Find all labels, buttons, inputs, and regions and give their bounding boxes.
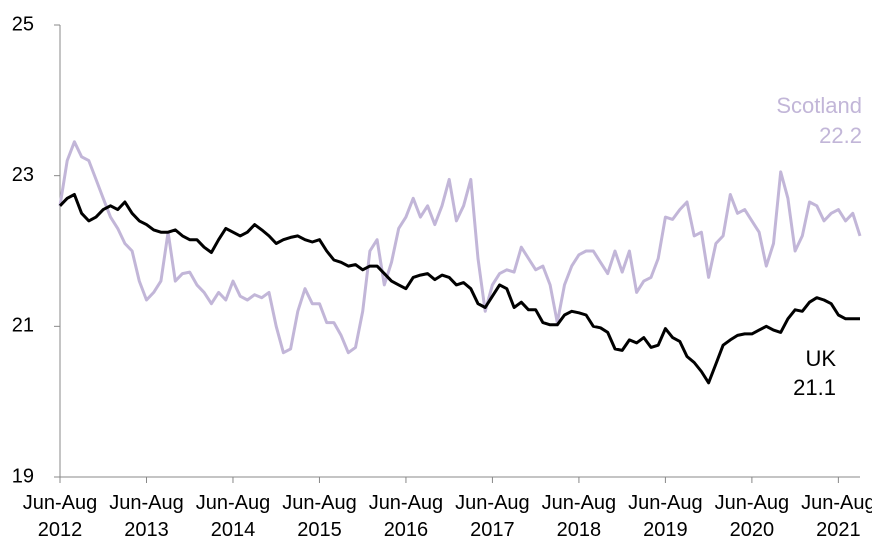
series-line — [58, 140, 862, 355]
x-tick-label: Jun-Aug 2020 — [714, 492, 790, 541]
x-tick-label: Jun-Aug 2012 — [22, 492, 98, 541]
y-tick-label: 19 — [12, 465, 34, 487]
x-tick-label: Jun-Aug 2017 — [455, 492, 530, 541]
y-tick-label: 23 — [12, 164, 34, 186]
series-end-value: 21.1 — [793, 375, 836, 400]
x-tick-label: Jun-Aug 2016 — [368, 492, 444, 541]
x-tick-label: Jun-Aug 2021 — [801, 492, 872, 541]
y-tick-label: 21 — [12, 315, 34, 337]
series-line — [58, 193, 860, 385]
x-tick-label: Jun-Aug 2013 — [109, 492, 184, 541]
series-label: Scotland — [776, 93, 862, 118]
x-tick-label: Jun-Aug 2014 — [195, 492, 271, 541]
y-tick-label: 25 — [12, 13, 34, 35]
series-label: UK — [805, 346, 836, 371]
series-end-value: 22.2 — [819, 123, 862, 148]
x-tick-label: Jun-Aug 2019 — [628, 492, 703, 541]
x-tick-label: Jun-Aug 2018 — [541, 492, 617, 541]
x-tick-label: Jun-Aug 2015 — [282, 492, 357, 541]
